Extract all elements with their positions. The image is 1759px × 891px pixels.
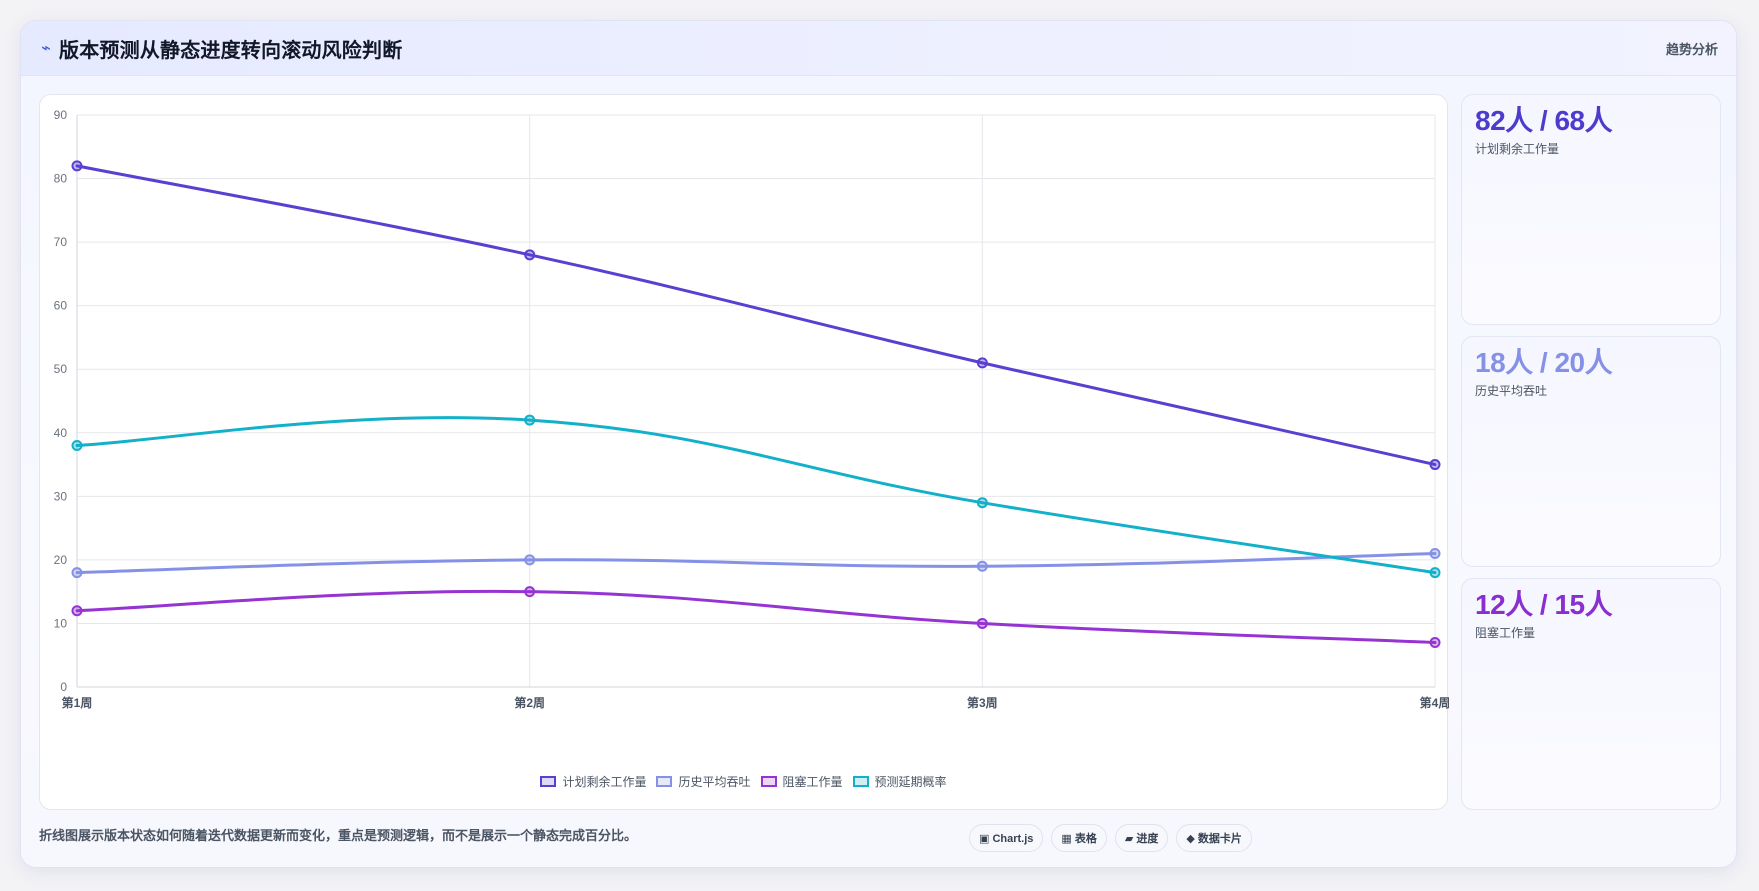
- datacard-chip[interactable]: ◆ 数据卡片: [1176, 824, 1252, 852]
- y-tick-label: 80: [54, 172, 68, 186]
- legend-label: 历史平均吞吐: [678, 775, 751, 789]
- progress-chip[interactable]: ▰ 进度: [1114, 824, 1169, 852]
- dashboard-card: ⌁ 版本预测从静态进度转向滚动风险判断 趋势分析 0 10 20 30 40 50 60 70…: [20, 20, 1737, 868]
- legend-label: 计划剩余工作量: [562, 775, 647, 789]
- stat-card-blocked: 12人 / 15人 阻塞工作量: [1461, 578, 1721, 810]
- legend-item[interactable]: 阻塞工作量: [760, 773, 843, 790]
- series-line-4: [75, 416, 1437, 575]
- data-point: [1429, 637, 1441, 649]
- data-point: [524, 249, 536, 261]
- page-title: 版本预测从静态进度转向滚动风险判断: [59, 39, 403, 62]
- stat-value: 18人 / 20人: [1475, 347, 1613, 378]
- x-tick-label: 第2周: [514, 695, 545, 710]
- x-tick-label: 第1周: [62, 695, 93, 710]
- chart-panel: 0 10 20 30 40 50 60 70 80 90 第1周 第2周 第3周 第4周 计划剩余工作量 历…: [39, 94, 1449, 810]
- trend-analysis-tag: 趋势分析: [1665, 41, 1718, 57]
- card-header: ⌁ 版本预测从静态进度转向滚动风险判断 趋势分析: [21, 21, 1736, 76]
- data-point: [71, 439, 83, 451]
- data-point: [524, 414, 536, 426]
- data-point: [1429, 548, 1441, 560]
- legend-swatch: [656, 776, 673, 787]
- chart-legend: 计划剩余工作量 历史平均吞吐 阻塞工作量 预测延期概率: [40, 773, 1447, 790]
- stat-card-remaining: 82人 / 68人 计划剩余工作量: [1461, 94, 1721, 325]
- y-tick-label: 90: [54, 108, 68, 122]
- chartjs-chip[interactable]: ▣ Chart.js: [969, 824, 1044, 852]
- legend-label: 预测延期概率: [874, 775, 947, 789]
- y-tick-label: 30: [54, 489, 68, 503]
- data-point: [71, 567, 83, 579]
- data-point: [976, 617, 988, 629]
- chart-description: 折线图展示版本状态如何随着迭代数据更新而变化，重点是预测逻辑，而不是展示一个静态…: [39, 828, 638, 843]
- x-tick-label: 第3周: [967, 695, 998, 710]
- data-point: [976, 357, 988, 369]
- legend-item[interactable]: 计划剩余工作量: [540, 773, 646, 790]
- y-tick-label: 70: [54, 235, 68, 249]
- stat-label: 历史平均吞吐: [1475, 384, 1548, 398]
- y-tick-label: 20: [54, 553, 68, 567]
- table-chip[interactable]: ▦ 表格: [1051, 824, 1107, 852]
- data-point: [71, 605, 83, 617]
- data-point: [524, 586, 536, 598]
- y-tick-label: 60: [54, 299, 68, 313]
- stat-label: 阻塞工作量: [1475, 626, 1536, 640]
- tag-chips: ▣ Chart.js ▦ 表格 ▰ 进度 ◆ 数据卡片: [969, 824, 1252, 852]
- legend-item[interactable]: 历史平均吞吐: [656, 773, 751, 790]
- series-line-1: [75, 164, 1437, 467]
- legend-swatch: [540, 776, 557, 787]
- data-point: [1429, 459, 1441, 471]
- legend-swatch: [760, 776, 777, 787]
- y-tick-label: 40: [54, 426, 68, 440]
- y-tick-label: 0: [60, 680, 67, 694]
- data-point: [524, 554, 536, 566]
- stat-value: 82人 / 68人: [1475, 105, 1613, 136]
- line-chart: 0 10 20 30 40 50 60 70 80 90 第1周 第2周 第3周 第4周: [54, 108, 1449, 710]
- legend-swatch: [852, 776, 869, 787]
- series-line-2: [75, 552, 1437, 575]
- series-line-3: [75, 589, 1437, 645]
- data-point: [1429, 567, 1441, 579]
- data-point: [71, 160, 83, 172]
- y-tick-label: 10: [54, 616, 68, 630]
- y-tick-label: 50: [54, 362, 68, 376]
- data-point: [976, 497, 988, 509]
- stat-card-throughput: 18人 / 20人 历史平均吞吐: [1461, 336, 1721, 567]
- data-point: [976, 560, 988, 572]
- legend-item[interactable]: 预测延期概率: [852, 773, 947, 790]
- legend-label: 阻塞工作量: [782, 775, 843, 789]
- lightning-icon: ⌁: [41, 40, 51, 57]
- stat-value: 12人 / 15人: [1475, 589, 1613, 620]
- stat-label: 计划剩余工作量: [1475, 142, 1560, 156]
- x-tick-label: 第4周: [1420, 695, 1449, 710]
